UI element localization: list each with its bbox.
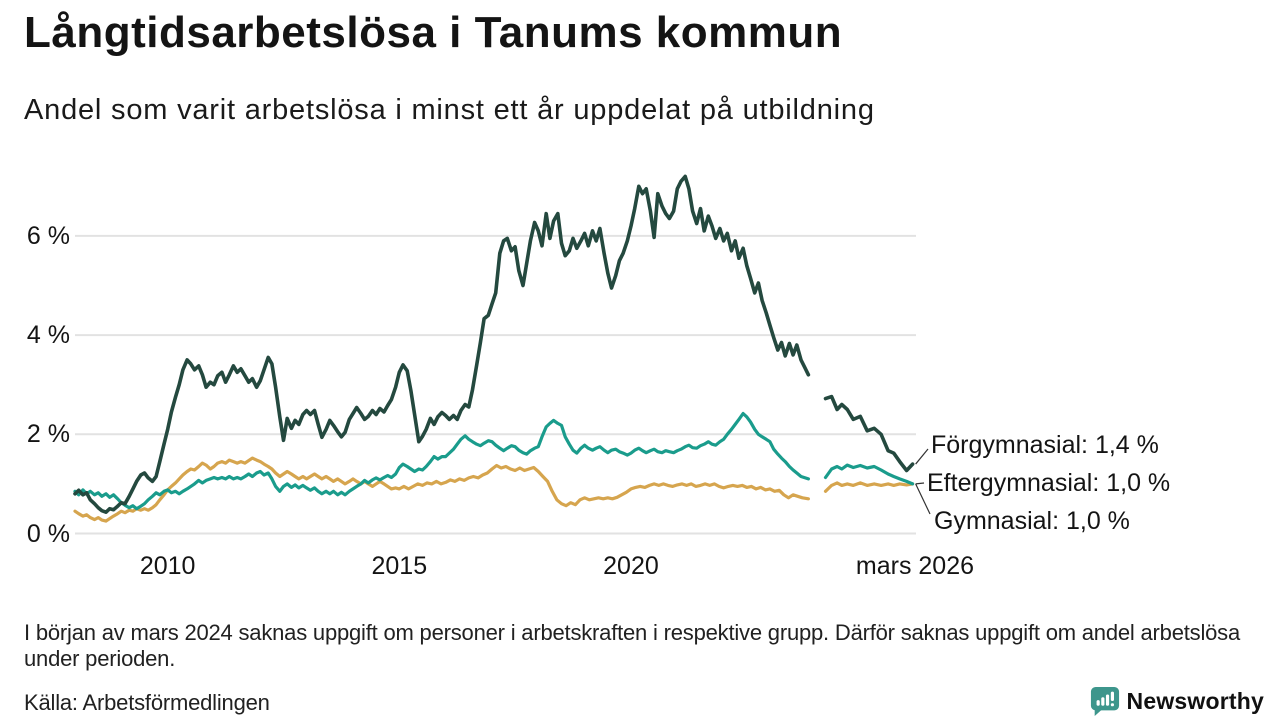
newsworthy-logo: Newsworthy xyxy=(1090,686,1264,717)
newsworthy-logo-text: Newsworthy xyxy=(1126,688,1264,714)
label-connector xyxy=(915,448,929,465)
series-line-frgymnasial xyxy=(823,394,915,473)
label-connector xyxy=(915,482,925,485)
label-connector xyxy=(915,483,931,515)
series-line-eftergymnasial xyxy=(73,456,811,523)
series-line-eftergymnasial xyxy=(823,481,915,493)
x-tick-label: 2015 xyxy=(371,552,428,580)
x-tick-label: 2020 xyxy=(603,552,659,580)
y-tick-label: 4 % xyxy=(26,321,70,350)
chart-subtitle: Andel som varit arbetslösa i minst ett å… xyxy=(24,94,875,126)
series-end-label: Eftergymnasial: 1,0 % xyxy=(927,469,1171,497)
chart-footnote: I början av mars 2024 saknas uppgift om … xyxy=(24,620,1241,671)
y-tick-label: 6 % xyxy=(26,221,70,250)
x-tick-label: 2010 xyxy=(139,552,196,580)
y-tick-label: 0 % xyxy=(26,519,70,548)
x-tick-label: mars 2026 xyxy=(855,552,975,580)
newsworthy-logo-icon xyxy=(1090,686,1119,717)
page-title: Långtidsarbetslösa i Tanums kommun xyxy=(24,8,843,57)
series-end-label: Gymnasial: 1,0 % xyxy=(934,507,1130,535)
source-label: Källa: Arbetsförmedlingen xyxy=(24,690,270,715)
series-line-gymnasial xyxy=(73,411,811,511)
series-end-label: Förgymnasial: 1,4 % xyxy=(931,431,1159,459)
series-line-gymnasial xyxy=(823,463,915,486)
y-tick-label: 2 % xyxy=(26,420,70,449)
series-line-frgymnasial xyxy=(73,174,811,515)
